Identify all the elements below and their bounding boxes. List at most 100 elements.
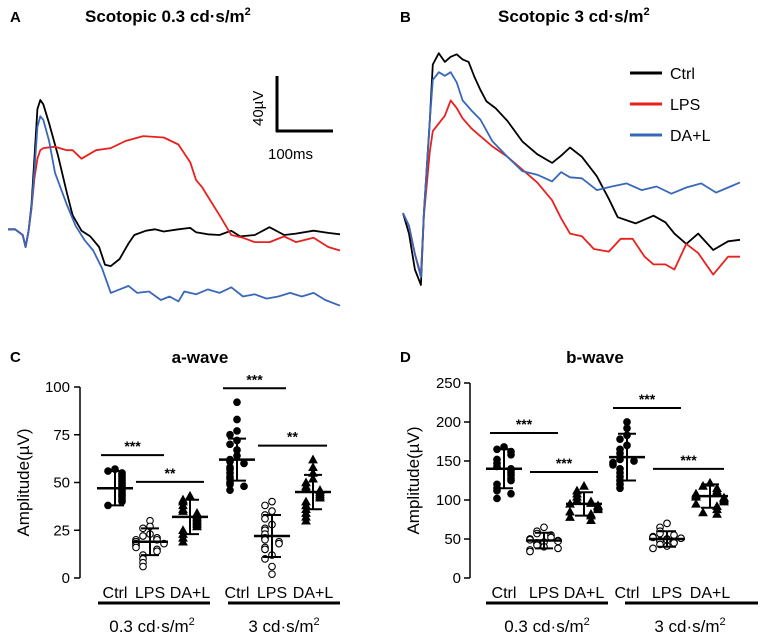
significance-label-c: ** <box>165 465 176 481</box>
category-label-d: Ctrl <box>492 585 517 602</box>
point-c <box>261 514 269 523</box>
category-label-d: DA+L <box>564 585 605 602</box>
point-c <box>240 482 248 491</box>
scale-bar: 40µV 100ms <box>250 76 333 163</box>
point-c <box>261 501 269 510</box>
panel-a-title-main: Scotopic 0.3 cd·s/m <box>85 7 245 26</box>
y-tick-label-c: 100 <box>45 379 70 396</box>
point-c <box>268 562 276 571</box>
point-d <box>616 435 624 444</box>
significance-label-d: *** <box>556 455 573 471</box>
point-d <box>540 523 548 532</box>
point-d <box>670 531 678 539</box>
y-tick-label-c: 50 <box>53 475 70 492</box>
point-d <box>565 512 575 521</box>
y-tick-label-d: 200 <box>436 414 461 431</box>
panel-b-title-sup: 2 <box>643 6 649 18</box>
panel-letter-c: C <box>10 349 21 366</box>
category-label-c: LPS <box>257 585 287 602</box>
y-tick-label-d: 100 <box>436 492 461 509</box>
point-c <box>233 398 241 407</box>
point-c <box>261 545 269 554</box>
point-c <box>268 507 276 516</box>
point-d <box>493 494 501 503</box>
trace-b-lps <box>402 99 740 276</box>
y-tick-label-d: 150 <box>436 453 461 470</box>
point-d <box>649 544 657 553</box>
point-d <box>663 519 671 528</box>
point-c <box>226 440 234 449</box>
scale-bar-amplitude-label: 40µV <box>250 91 267 126</box>
panel-c-title: a-wave <box>172 348 229 367</box>
point-d <box>670 539 678 547</box>
y-tick-label-c: 0 <box>62 570 70 587</box>
point-c <box>139 562 147 571</box>
significance-label-c: *** <box>246 371 263 387</box>
group-label-c: 0.3 cd·s/m2 <box>109 616 194 636</box>
point-c <box>268 570 276 579</box>
category-label-d: LPS <box>652 585 682 602</box>
legend-label-ctrl: Ctrl <box>670 66 695 83</box>
point-c <box>315 492 325 502</box>
category-label-d: LPS <box>529 585 559 602</box>
point-d <box>554 544 562 553</box>
erg-panel-b <box>402 52 741 286</box>
significance-label-c: *** <box>124 438 141 454</box>
group-label-main-d: 0.3 cd·s/m <box>504 617 583 636</box>
point-d <box>593 504 603 514</box>
point-d <box>712 509 722 518</box>
trace-b-dal <box>402 71 741 279</box>
point-d <box>623 424 631 433</box>
scatter-panel-c: 0 25 50 75 100 Amplitude(µV) Ctrl LPS DA+L Ctrl LP… <box>14 371 340 636</box>
group-label-sup-d: 2 <box>584 616 590 628</box>
point-c <box>185 490 195 500</box>
trace-b-ctrl <box>402 52 741 286</box>
y-tick-label-d: 250 <box>436 375 461 392</box>
legend-label-lps: LPS <box>670 97 700 114</box>
y-tick-label-d: 0 <box>453 570 461 587</box>
panel-letter-a: A <box>10 9 21 26</box>
legend-label-dal: DA+L <box>670 128 711 145</box>
point-c <box>226 430 234 439</box>
significance-label-c: ** <box>287 429 298 445</box>
category-label-c: Ctrl <box>103 585 128 602</box>
group-label-sup-d: 2 <box>720 616 726 628</box>
scale-bar-time-label: 100ms <box>268 146 313 163</box>
group-label-c: 3 cd·s/m2 <box>248 616 319 636</box>
point-c <box>178 506 188 515</box>
point-d <box>609 461 617 469</box>
panel-b-title-main: Scotopic 3 cd·s/m <box>498 7 643 26</box>
significance-label-d: *** <box>516 416 533 432</box>
category-label-c: Ctrl <box>225 585 250 602</box>
point-c <box>233 427 241 435</box>
point-c <box>139 532 147 540</box>
category-label-d: DA+L <box>690 585 731 602</box>
point-c <box>233 415 241 424</box>
point-c <box>308 454 318 464</box>
y-axis-label-d: Amplitude(µV) <box>404 426 423 534</box>
category-label-c: DA+L <box>170 585 211 602</box>
point-d <box>586 515 596 525</box>
point-d <box>698 480 708 490</box>
point-c <box>132 543 140 552</box>
point-d <box>616 484 624 493</box>
significance-label-d: *** <box>680 452 697 468</box>
group-label-d: 0.3 cd·s/m2 <box>504 616 589 636</box>
y-tick-label-d: 50 <box>444 531 461 548</box>
point-c <box>226 486 234 494</box>
point-c <box>153 547 161 556</box>
point-d <box>698 507 708 517</box>
panel-letter-b: B <box>400 9 411 26</box>
category-label-d: Ctrl <box>615 585 640 602</box>
point-d <box>507 476 515 485</box>
point-c <box>192 521 202 531</box>
point-d <box>507 489 515 498</box>
panel-b-title: Scotopic 3 cd·s/m2 <box>498 6 650 26</box>
significance-label-d: *** <box>639 391 656 407</box>
y-axis-label-c: Amplitude(µV) <box>14 428 33 536</box>
group-label-main-c: 0.3 cd·s/m <box>109 617 188 636</box>
panel-letter-d: D <box>400 349 411 366</box>
category-label-c: DA+L <box>293 585 334 602</box>
point-d <box>623 418 631 426</box>
